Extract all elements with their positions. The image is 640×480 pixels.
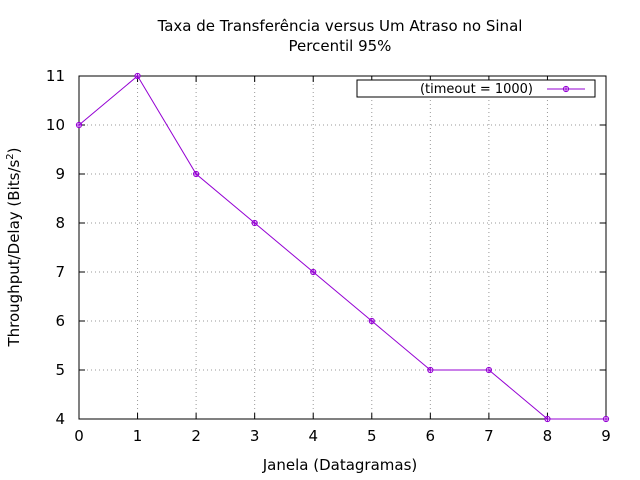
x-tick-label: 6 xyxy=(426,427,436,445)
data-point xyxy=(544,415,551,423)
series-line xyxy=(78,75,606,420)
data-point xyxy=(602,415,610,423)
data-point xyxy=(134,72,141,80)
data-point xyxy=(75,121,83,129)
y-axis-label-close: ) xyxy=(5,147,23,153)
x-tick-label: 9 xyxy=(601,427,611,445)
chart-subtitle: Percentil 95% xyxy=(289,37,392,55)
grid xyxy=(79,76,606,419)
x-tick-label: 5 xyxy=(367,427,377,445)
x-tick-label: 4 xyxy=(308,427,318,445)
chart-title: Taxa de Transferência versus Um Atraso n… xyxy=(157,17,523,35)
y-tick-label: 4 xyxy=(55,410,65,428)
y-tick-label: 8 xyxy=(55,214,65,232)
legend: (timeout = 1000) xyxy=(356,79,596,98)
y-axis-label-superscript: 2 xyxy=(5,153,16,159)
x-tick-label: 3 xyxy=(250,427,260,445)
x-tick-label: 7 xyxy=(484,427,494,445)
y-tick-label: 6 xyxy=(55,312,65,330)
data-point xyxy=(251,219,258,227)
x-tick-label: 0 xyxy=(74,427,84,445)
y-tick-label: 5 xyxy=(55,361,65,379)
tick-labels: 0 1 2 3 4 5 6 7 8 9 4 5 6 7 8 9 10 11 xyxy=(46,67,611,445)
legend-marker-symbol xyxy=(562,85,570,93)
legend-box xyxy=(356,79,596,98)
legend-label: (timeout = 1000) xyxy=(420,82,533,97)
legend-marker xyxy=(562,85,570,93)
plot-frame xyxy=(78,75,607,420)
tick-marks xyxy=(78,75,607,420)
x-axis-label: Janela (Datagramas) xyxy=(262,456,418,474)
data-point xyxy=(193,170,200,178)
y-tick-label: 10 xyxy=(46,116,65,134)
data-point xyxy=(427,366,434,374)
y-tick-label: 7 xyxy=(55,263,65,281)
x-tick-label: 8 xyxy=(543,427,553,445)
y-axis-label: Throughput/Delay (Bits/s2) xyxy=(5,147,23,347)
x-tick-label: 1 xyxy=(133,427,143,445)
x-tick-label: 2 xyxy=(191,427,201,445)
series-layer xyxy=(75,72,610,423)
y-tick-label: 9 xyxy=(55,165,65,183)
data-point xyxy=(485,366,492,374)
data-point xyxy=(310,268,317,276)
data-point xyxy=(368,317,375,325)
y-axis-label-main: Throughput/Delay (Bits/s xyxy=(5,160,23,348)
y-tick-label: 11 xyxy=(46,67,65,85)
